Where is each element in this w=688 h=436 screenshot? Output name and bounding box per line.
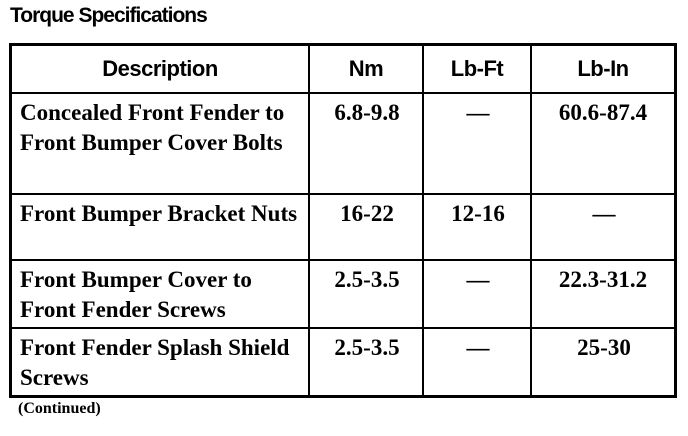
table-row: Front Bumper Bracket Nuts 16-22 12-16 — xyxy=(9,193,677,261)
header-description: Description xyxy=(9,43,310,94)
header-lb-ft: Lb-Ft xyxy=(422,43,532,94)
table-row: Front Fender Splash Shield Screws 2.5-3.… xyxy=(9,327,677,398)
page-title: Torque Specifications xyxy=(10,4,208,27)
cell-nm: 2.5-3.5 xyxy=(308,259,424,329)
cell-lb-ft: — xyxy=(422,259,532,329)
cell-nm: 2.5-3.5 xyxy=(308,327,424,398)
cell-lb-ft: — xyxy=(422,327,532,398)
cell-lb-in: 60.6-87.4 xyxy=(530,92,677,195)
header-nm: Nm xyxy=(308,43,424,94)
cell-nm: 6.8-9.8 xyxy=(308,92,424,195)
cell-lb-in: — xyxy=(530,193,677,261)
cell-lb-ft: 12-16 xyxy=(422,193,532,261)
cell-description: Front Bumper Bracket Nuts xyxy=(9,193,310,261)
cell-description: Front Bumper Cover to Front Fender Screw… xyxy=(9,259,310,329)
cell-description: Front Fender Splash Shield Screws xyxy=(9,327,310,398)
torque-table: Description Nm Lb-Ft Lb-In Concealed Fro… xyxy=(9,43,677,398)
table-header: Description Nm Lb-Ft Lb-In xyxy=(9,43,677,94)
cell-lb-in: 22.3-31.2 xyxy=(530,259,677,329)
header-lb-in: Lb-In xyxy=(530,43,677,94)
cell-lb-ft: — xyxy=(422,92,532,195)
table-row: Concealed Front Fender to Front Bumper C… xyxy=(9,92,677,195)
cell-nm: 16-22 xyxy=(308,193,424,261)
cell-description: Concealed Front Fender to Front Bumper C… xyxy=(9,92,310,195)
continued-note: (Continued) xyxy=(18,400,101,417)
table-row: Front Bumper Cover to Front Fender Screw… xyxy=(9,259,677,329)
cell-lb-in: 25-30 xyxy=(530,327,677,398)
